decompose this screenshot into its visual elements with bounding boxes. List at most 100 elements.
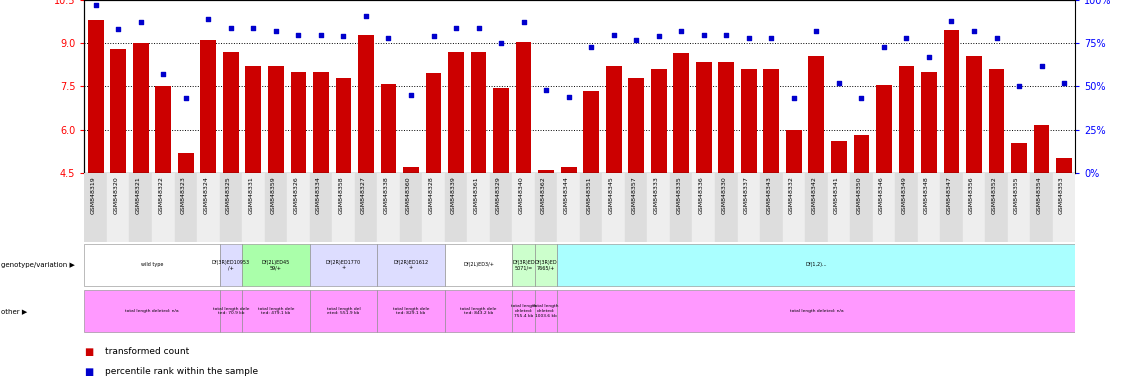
Bar: [741, 69, 757, 173]
Text: Df(2L)ED45
59/+: Df(2L)ED45 59/+: [261, 260, 291, 270]
Point: [267, 28, 285, 34]
Bar: [287, 173, 310, 242]
Bar: [963, 173, 985, 242]
Bar: [561, 167, 577, 173]
Text: GSM848344: GSM848344: [564, 176, 569, 214]
Bar: [155, 86, 171, 173]
Point: [1033, 63, 1051, 69]
FancyBboxPatch shape: [557, 290, 1075, 332]
Bar: [783, 173, 805, 242]
Text: total length dele
ted: 829.1 kb: total length dele ted: 829.1 kb: [393, 307, 429, 315]
Text: GSM848341: GSM848341: [834, 176, 839, 214]
Bar: [760, 173, 783, 242]
FancyBboxPatch shape: [220, 244, 242, 286]
Point: [470, 25, 488, 31]
Point: [244, 25, 262, 31]
Text: GSM848359: GSM848359: [271, 176, 276, 214]
Bar: [242, 173, 265, 242]
Point: [582, 44, 600, 50]
Point: [560, 94, 578, 100]
Text: GSM848340: GSM848340: [519, 176, 524, 214]
Bar: [850, 173, 873, 242]
Bar: [1034, 125, 1049, 173]
Point: [1010, 83, 1028, 89]
Bar: [805, 173, 828, 242]
FancyBboxPatch shape: [445, 244, 512, 286]
Bar: [268, 66, 284, 173]
Point: [199, 16, 217, 22]
Text: GSM848348: GSM848348: [924, 176, 929, 214]
Bar: [940, 173, 963, 242]
Bar: [918, 173, 940, 242]
Point: [132, 20, 150, 26]
FancyBboxPatch shape: [512, 244, 535, 286]
Text: total length
deleted:
1003.6 kb: total length deleted: 1003.6 kb: [534, 305, 558, 318]
Text: GSM848319: GSM848319: [91, 176, 96, 214]
Bar: [175, 173, 197, 242]
Text: GSM848343: GSM848343: [767, 176, 771, 214]
Text: GSM848353: GSM848353: [1060, 176, 1064, 214]
Point: [942, 18, 960, 24]
Bar: [178, 152, 194, 173]
Bar: [400, 173, 422, 242]
Text: GSM848350: GSM848350: [857, 176, 861, 214]
Bar: [538, 170, 554, 173]
Bar: [403, 167, 419, 173]
Bar: [944, 30, 959, 173]
Text: total length deleted: n/a: total length deleted: n/a: [789, 309, 843, 313]
Text: ■: ■: [84, 366, 93, 377]
Bar: [512, 173, 535, 242]
Bar: [763, 69, 779, 173]
FancyBboxPatch shape: [310, 290, 377, 332]
Bar: [291, 72, 306, 173]
Text: GSM848346: GSM848346: [879, 176, 884, 214]
Bar: [197, 173, 220, 242]
Point: [87, 2, 105, 8]
Bar: [445, 173, 467, 242]
Point: [537, 87, 555, 93]
Point: [762, 35, 780, 41]
Point: [627, 36, 645, 43]
Bar: [471, 52, 486, 173]
Text: Df(3R)ED
5071/=: Df(3R)ED 5071/=: [512, 260, 535, 270]
Bar: [133, 43, 149, 173]
Bar: [129, 173, 152, 242]
Bar: [786, 130, 802, 173]
Bar: [828, 173, 850, 242]
FancyBboxPatch shape: [535, 244, 557, 286]
Text: Df(3R)ED10953
/+: Df(3R)ED10953 /+: [212, 260, 250, 270]
Point: [109, 26, 127, 33]
Point: [492, 40, 510, 46]
Point: [425, 33, 443, 40]
Text: GSM848355: GSM848355: [1015, 176, 1019, 214]
Bar: [490, 173, 512, 242]
Bar: [583, 91, 599, 173]
Bar: [602, 173, 625, 242]
Bar: [535, 173, 557, 242]
Bar: [647, 173, 670, 242]
Bar: [873, 173, 895, 242]
Bar: [557, 173, 580, 242]
Point: [852, 95, 870, 101]
FancyBboxPatch shape: [84, 244, 220, 286]
Text: Df(3R)ED
7665/+: Df(3R)ED 7665/+: [535, 260, 557, 270]
Text: GSM848328: GSM848328: [429, 176, 434, 214]
Text: Df(1,2)...: Df(1,2)...: [805, 262, 828, 268]
Bar: [673, 53, 689, 173]
Text: total length
deleted:
755.4 kb: total length deleted: 755.4 kb: [511, 305, 536, 318]
Bar: [426, 73, 441, 173]
FancyBboxPatch shape: [512, 290, 535, 332]
Text: GSM848320: GSM848320: [114, 176, 118, 214]
Bar: [265, 173, 287, 242]
Bar: [332, 173, 355, 242]
FancyBboxPatch shape: [535, 290, 557, 332]
Bar: [696, 62, 712, 173]
Text: GSM848361: GSM848361: [474, 176, 479, 214]
Point: [650, 33, 668, 40]
Bar: [220, 173, 242, 242]
Text: GSM848357: GSM848357: [632, 176, 636, 214]
Text: total length deleted: n/a: total length deleted: n/a: [125, 309, 179, 313]
Point: [965, 28, 983, 34]
Text: GSM848339: GSM848339: [452, 176, 456, 214]
Text: GSM848349: GSM848349: [902, 176, 906, 214]
